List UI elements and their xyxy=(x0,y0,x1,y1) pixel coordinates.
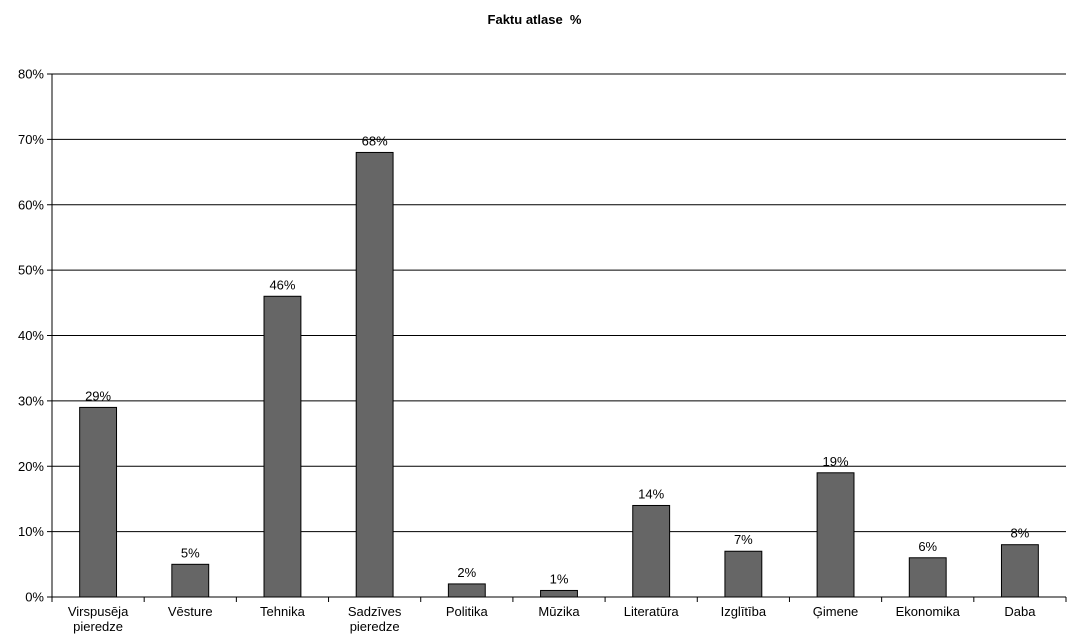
bar xyxy=(447,583,486,598)
x-tick-label: Ģimene xyxy=(813,604,859,619)
chart-title: Faktu atlase % xyxy=(487,12,582,27)
bar xyxy=(1000,544,1039,598)
y-tick-label: 60% xyxy=(18,197,44,212)
bar xyxy=(79,406,118,598)
data-label: 14% xyxy=(638,486,664,501)
bar xyxy=(355,151,394,598)
x-tick-label: Literatūra xyxy=(624,604,680,619)
data-label: 2% xyxy=(457,565,476,580)
y-tick-label: 40% xyxy=(18,328,44,343)
data-label: 29% xyxy=(85,388,111,403)
bar xyxy=(171,563,210,598)
data-label: 1% xyxy=(550,571,569,586)
x-tick-label: Vēsture xyxy=(168,604,213,619)
x-tick-label: Izglītība xyxy=(721,604,767,619)
x-tick-label: Sadzīves pieredze xyxy=(348,604,402,634)
axes xyxy=(47,73,1067,602)
bars xyxy=(79,151,1039,598)
bar xyxy=(816,472,855,598)
x-tick-label: Tehnika xyxy=(260,604,306,619)
y-tick-label: 20% xyxy=(18,459,44,474)
bar xyxy=(724,550,763,598)
data-label: 7% xyxy=(734,532,753,547)
data-label: 19% xyxy=(823,454,849,469)
bar xyxy=(908,557,947,598)
y-tick-label: 30% xyxy=(18,393,44,408)
data-label: 8% xyxy=(1011,526,1030,541)
y-tick-label: 70% xyxy=(18,132,44,147)
y-tick-label: 0% xyxy=(25,590,44,605)
y-tick-label: 80% xyxy=(18,67,44,82)
x-tick-label: Virspusēja pieredze xyxy=(68,604,129,634)
bar xyxy=(540,589,578,598)
y-tick-label: 50% xyxy=(18,263,44,278)
data-label: 68% xyxy=(362,133,388,148)
y-tick-label: 10% xyxy=(18,524,44,539)
x-tick-label: Daba xyxy=(1004,604,1036,619)
x-tick-label: Ekonomika xyxy=(896,604,961,619)
labels: 0% 10% 20% 30% 40% 50% 60% 70% 80% 29% Virspusēja p… xyxy=(18,67,1036,635)
bar xyxy=(632,504,671,598)
bar xyxy=(263,295,302,598)
x-tick-label: Mūzika xyxy=(538,604,580,619)
data-label: 6% xyxy=(918,539,937,554)
data-label: 5% xyxy=(181,545,200,560)
data-label: 46% xyxy=(269,277,295,292)
gridlines xyxy=(52,73,1066,533)
x-tick-label: Politika xyxy=(446,604,489,619)
